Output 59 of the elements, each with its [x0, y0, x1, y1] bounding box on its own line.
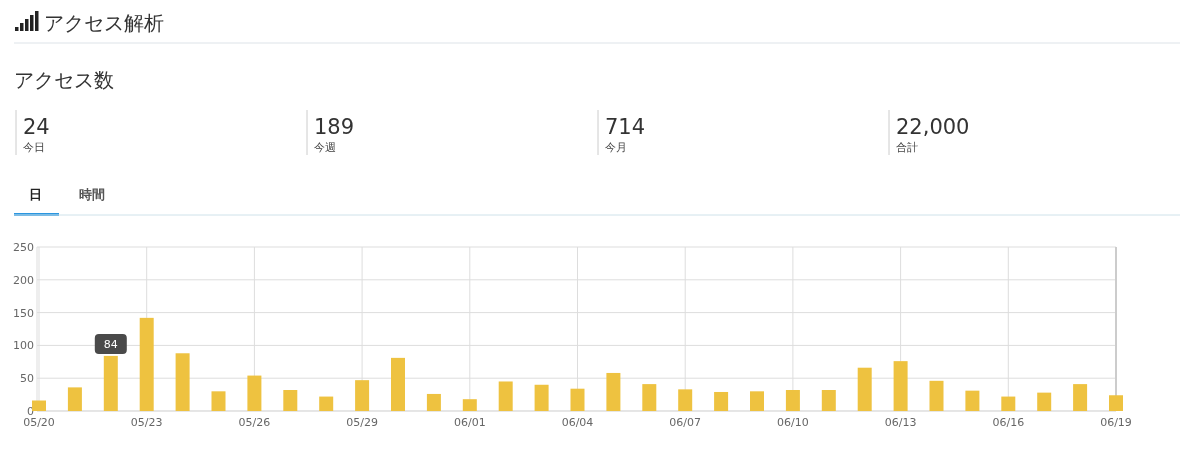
bar	[570, 388, 585, 411]
x-tick-label: 05/26	[238, 416, 271, 429]
text: アクセス解析	[44, 11, 164, 35]
bar	[750, 391, 764, 411]
bar	[893, 361, 908, 411]
bar	[426, 393, 441, 411]
text: 189	[314, 115, 355, 139]
bar	[175, 353, 190, 411]
text: 22,000	[896, 115, 970, 139]
x-tick-label: 06/16	[992, 416, 1025, 429]
bar	[785, 390, 800, 411]
bar	[965, 390, 980, 411]
y-tick-label: 250	[13, 241, 34, 254]
bar	[247, 375, 262, 411]
bar	[821, 390, 836, 411]
bar	[1073, 384, 1088, 411]
bar	[1109, 395, 1123, 411]
category-label: 合計	[896, 141, 918, 154]
x-tick-label: 06/07	[669, 416, 702, 429]
y-tick-label: 50	[20, 372, 34, 386]
bar	[498, 381, 513, 411]
bar	[355, 380, 370, 411]
x-tick-label: 05/29	[346, 416, 378, 429]
bar	[391, 357, 405, 411]
text: 日	[29, 187, 42, 202]
bar	[1037, 392, 1052, 411]
bar	[929, 380, 944, 411]
bar	[714, 391, 729, 411]
x-tick-label: 06/01	[453, 416, 486, 429]
x-tick-label: 06/19	[1100, 416, 1132, 429]
bar	[319, 396, 334, 411]
bar	[642, 384, 657, 411]
bar	[534, 384, 549, 411]
category-label: 今日	[23, 141, 45, 154]
y-tick-label: 200	[13, 273, 34, 287]
x-tick-label: 06/13	[884, 416, 917, 429]
category-label: 今月	[605, 141, 627, 154]
y-tick-label: 100	[13, 339, 34, 353]
text: 時間	[79, 187, 105, 202]
x-tick-label: 06/04	[561, 416, 594, 429]
bar	[606, 372, 621, 411]
bar	[678, 389, 693, 411]
bar	[283, 390, 298, 411]
x-tick-label: 06/10	[777, 416, 809, 429]
data-label: 84	[103, 337, 118, 351]
text: 24	[23, 115, 50, 139]
bar	[857, 367, 872, 411]
x-tick-label: 05/20	[23, 416, 55, 429]
bar	[462, 399, 477, 411]
bar	[1001, 396, 1016, 411]
text: 714	[605, 115, 646, 139]
bar	[211, 391, 226, 411]
category-label: 今週	[314, 141, 336, 154]
y-tick-label: 150	[13, 306, 34, 320]
x-tick-label: 05/23	[130, 416, 163, 429]
text: アクセス数	[14, 68, 114, 92]
bar	[67, 387, 82, 411]
bar	[139, 317, 154, 411]
bar	[32, 400, 46, 411]
